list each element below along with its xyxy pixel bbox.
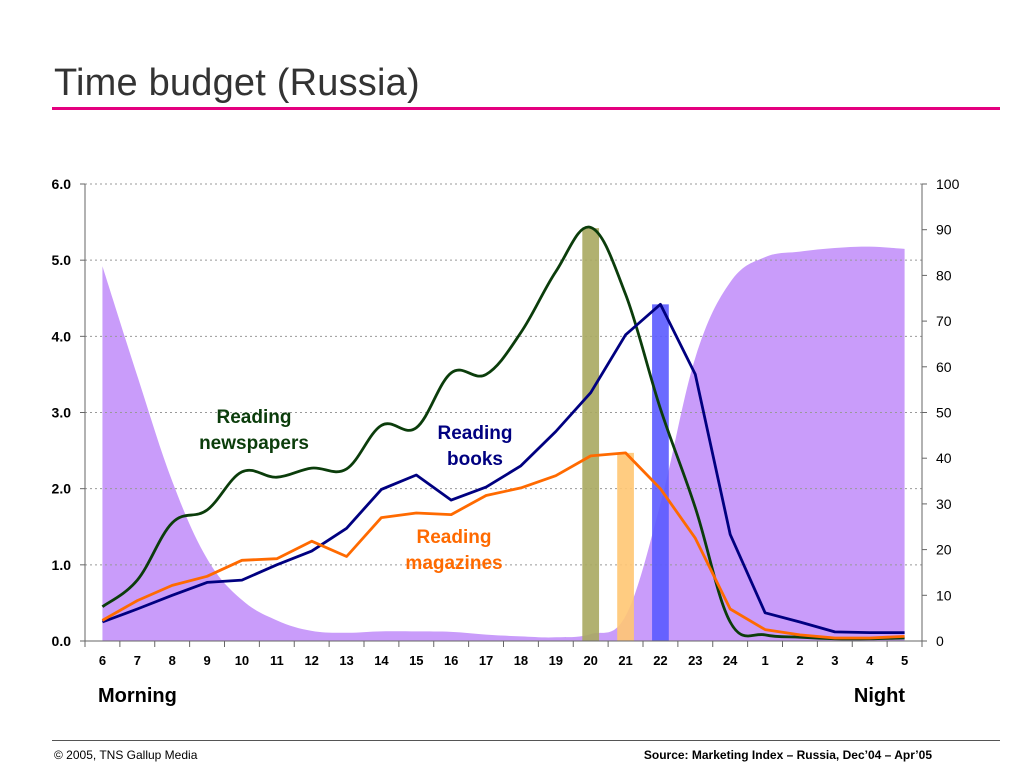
y-right-tick-label: 90 <box>936 222 952 238</box>
series-label-books: Reading <box>438 423 513 444</box>
x-tick-label: 24 <box>723 653 738 668</box>
y-right-tick-label: 100 <box>936 176 960 192</box>
y-left-tick-label: 3.0 <box>52 405 72 421</box>
y-right-tick-label: 50 <box>936 405 952 421</box>
x-tick-label: 23 <box>688 653 702 668</box>
line-books <box>101 302 905 634</box>
x-tick-label: 18 <box>514 653 528 668</box>
series-label-magazines: Reading <box>417 527 492 548</box>
y-right-tick-label: 40 <box>936 450 952 466</box>
x-tick-label: 20 <box>583 653 597 668</box>
slide-title: Time budget (Russia) <box>54 62 420 104</box>
x-tick-label: 16 <box>444 653 458 668</box>
x-tick-label: 17 <box>479 653 493 668</box>
footer-rule <box>52 740 1000 741</box>
band-22 <box>652 304 669 641</box>
x-tick-label: 2 <box>796 653 803 668</box>
series-label-newspapers: Reading <box>217 407 292 428</box>
x-tick-label: 19 <box>549 653 563 668</box>
axes: 0.0 1.0 2.0 3.0 4.0 5.0 6.0 0 10 20 30 40 50 60 70 80 90… <box>52 176 960 707</box>
title-rule <box>52 107 1000 110</box>
x-tick-label: 12 <box>304 653 318 668</box>
x-tick-label: 22 <box>653 653 667 668</box>
x-tick-label: 1 <box>761 653 768 668</box>
y-right-tick-label: 70 <box>936 313 952 329</box>
y-right-tick-label: 80 <box>936 267 952 283</box>
x-tick-label: 13 <box>339 653 353 668</box>
x-tick-label: 3 <box>831 653 838 668</box>
band-21 <box>617 452 634 641</box>
x-tick-label: 5 <box>901 653 908 668</box>
y-left-tick-label: 1.0 <box>52 557 72 573</box>
x-tick-label: 8 <box>169 653 176 668</box>
x-tick-label: 10 <box>235 653 249 668</box>
series-label-newspapers: newspapers <box>199 433 309 454</box>
band-20 <box>582 228 600 641</box>
x-tick-label: 7 <box>134 653 141 668</box>
y-right-tick-label: 60 <box>936 359 952 375</box>
y-right-tick-label: 20 <box>936 542 952 558</box>
y-right-tick-label: 0 <box>936 633 944 649</box>
footer-source: Source: Marketing Index – Russia, Dec’04… <box>643 748 932 762</box>
x-tick-label: 9 <box>203 653 210 668</box>
series-lines <box>101 225 905 641</box>
y-left-tick-label: 4.0 <box>52 328 72 344</box>
y-right-tick-label: 30 <box>936 496 952 512</box>
y-left-tick-label: 2.0 <box>52 481 72 497</box>
series-label-magazines: magazines <box>405 553 502 574</box>
annotation-night: Night <box>854 685 905 707</box>
x-tick-label: 4 <box>866 653 874 668</box>
series-label-books: books <box>447 449 503 470</box>
footer-copyright: © 2005, TNS Gallup Media <box>54 748 198 762</box>
x-tick-label: 11 <box>270 653 284 668</box>
x-tick-label: 14 <box>374 653 389 668</box>
time-bands <box>582 228 669 641</box>
y-left-tick-label: 6.0 <box>52 176 72 192</box>
line-magazines <box>101 451 905 640</box>
time-budget-chart: 0.0 1.0 2.0 3.0 4.0 5.0 6.0 0 10 20 30 40 50 60 70 80 90… <box>52 176 960 707</box>
line-newspapers <box>101 225 905 641</box>
y-left-tick-label: 0.0 <box>52 633 72 649</box>
series-labels: Reading newspapers Reading books Reading maga… <box>199 407 512 574</box>
x-tick-label: 21 <box>618 653 632 668</box>
annotation-morning: Morning <box>98 685 177 707</box>
y-right-tick-label: 10 <box>936 587 952 603</box>
x-tick-label: 15 <box>409 653 423 668</box>
x-tick-label: 6 <box>99 653 106 668</box>
y-left-tick-label: 5.0 <box>52 252 72 268</box>
